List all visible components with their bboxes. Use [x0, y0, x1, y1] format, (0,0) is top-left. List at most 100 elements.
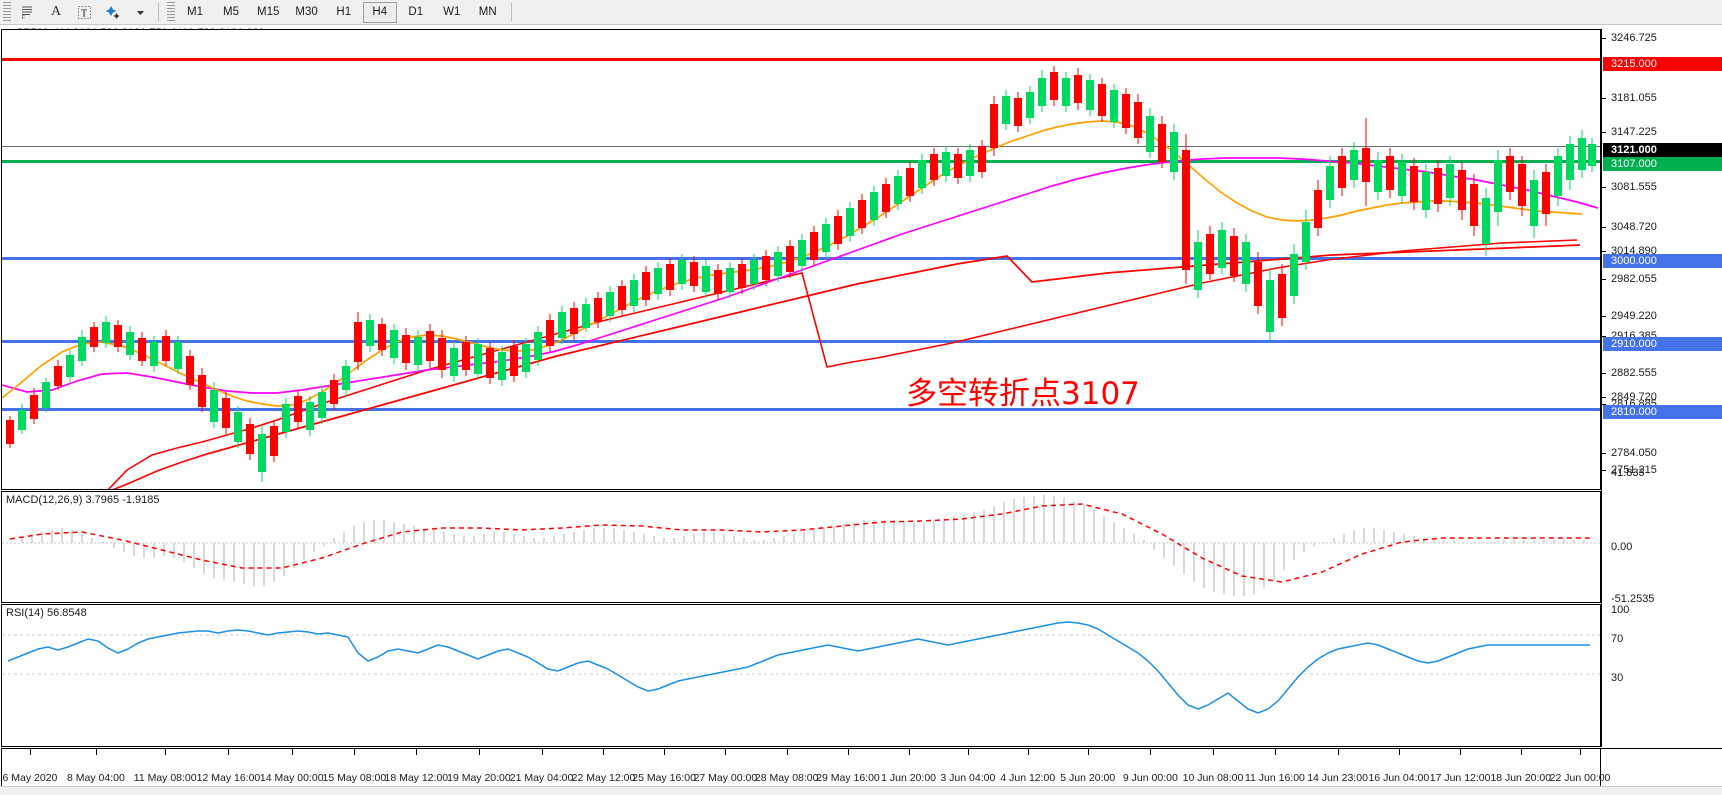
svg-text:T: T — [81, 8, 87, 19]
timeframe-m30[interactable]: M30 — [295, 6, 318, 18]
axis-price-chip-3107: 3107.000 — [1603, 157, 1722, 171]
time-axis-label: 18 Jun 20:00 — [1490, 772, 1552, 784]
time-axis-label: 18 May 12:00 — [384, 772, 449, 784]
axis-tick: 3081.555 — [1602, 181, 1722, 194]
time-axis-tick — [165, 748, 167, 755]
time-axis-label: 19 May 20:00 — [447, 772, 511, 784]
level-line-2910 — [2, 340, 1600, 343]
time-axis-label: 22 Jun 00:00 — [1549, 772, 1611, 784]
time-axis-label: 11 May 08:00 — [133, 772, 197, 784]
time-axis-label: 4 Jun 12:00 — [1000, 772, 1056, 784]
time-axis-tick — [967, 748, 969, 755]
axis-price-chip-2810: 2810.000 — [1603, 405, 1722, 419]
text-label-icon[interactable]: T — [71, 1, 97, 23]
time-axis-tick — [1580, 748, 1582, 755]
time-axis-label: 22 May 12:00 — [571, 772, 636, 784]
time-axis-label: 10 Jun 08:00 — [1182, 772, 1244, 784]
level-line-3215 — [2, 58, 1600, 61]
time-axis-label: 6 May 2020 — [2, 772, 58, 784]
time-axis-tick — [1027, 748, 1029, 755]
axis-price-chip-3121: 3121.000 — [1603, 143, 1722, 157]
time-axis-label: 28 May 08:00 — [754, 772, 819, 784]
time-axis-tick — [1274, 748, 1276, 755]
time-axis-tick — [908, 748, 910, 755]
macd-svg — [2, 495, 1600, 596]
time-axis-tick — [29, 748, 31, 755]
timeframe-m5[interactable]: M5 — [223, 6, 239, 18]
time-axis-label: 3 Jun 04:00 — [940, 772, 996, 784]
timeframe-mn[interactable]: MN — [478, 6, 497, 18]
time-axis-tick — [786, 748, 788, 755]
time-axis-label: 29 May 16:00 — [816, 772, 880, 784]
objects-icon[interactable] — [99, 1, 125, 23]
timeframe-h4[interactable]: H4 — [362, 1, 397, 23]
time-axis-label: 8 May 04:00 — [67, 772, 125, 784]
toolbar-grip-1[interactable] — [3, 2, 11, 22]
rsi-indicator-pane[interactable]: RSI(14) 56.8548 — [1, 604, 1601, 747]
rsi-svg — [2, 621, 1600, 714]
axis-tick: 3048.720 — [1602, 221, 1722, 234]
time-axis-label: 17 Jun 12:00 — [1429, 772, 1491, 784]
macd-axis-zero: 0.00 — [1611, 541, 1633, 553]
toolbar-grip-2[interactable] — [167, 2, 175, 22]
time-axis-tick — [478, 748, 480, 755]
main-toolbar: F A T M1 M5 M15 M30 H1 H4 D1 W1 MN — [0, 0, 1722, 25]
price-candlestick-svg — [2, 66, 1599, 489]
time-axis-label: 27 May 00:00 — [693, 772, 758, 784]
level-line-2810 — [2, 408, 1600, 411]
price-chart-pane[interactable]: 多空转折点3107 — [1, 29, 1601, 490]
level-line-3121 — [2, 146, 1600, 147]
timeframe-w1[interactable]: W1 — [443, 6, 461, 18]
timeframe-d1[interactable]: D1 — [408, 6, 424, 18]
time-axis-label: 12 May 16:00 — [196, 772, 261, 784]
time-axis-label: 9 Jun 00:00 — [1122, 772, 1178, 784]
timeframe-m15[interactable]: M15 — [257, 6, 280, 18]
svg-text:F: F — [22, 15, 25, 20]
time-axis-tick — [847, 748, 849, 755]
timeframe-h1[interactable]: H1 — [336, 6, 352, 18]
time-axis-label: 14 May 00:00 — [259, 772, 324, 784]
time-axis-tick — [1520, 748, 1522, 755]
toolbar-dropdown-arrow-icon[interactable] — [127, 1, 153, 23]
macd-indicator-pane[interactable]: MACD(12,26,9) 3.7965 -1.9185 — [1, 491, 1601, 603]
time-axis-tick — [1460, 748, 1462, 755]
axis-tick: 2949.220 — [1602, 310, 1722, 323]
time-axis-tick — [1087, 748, 1089, 755]
time-axis-tick — [664, 748, 666, 755]
crosshair-icon[interactable]: F — [15, 1, 41, 23]
time-axis-label: 14 Jun 23:00 — [1307, 772, 1368, 784]
macd-axis-min: -51.2535 — [1611, 593, 1655, 605]
time-axis-tick — [1337, 748, 1339, 755]
axis-tick: 3246.725 — [1602, 32, 1722, 45]
chart-annotation-text: 多空转折点3107 — [906, 376, 1140, 412]
time-axis-tick — [354, 748, 356, 755]
axis-price-chip-3000: 3000.000 — [1603, 254, 1722, 268]
time-axis-tick — [1398, 748, 1400, 755]
time-axis[interactable]: 6 May 2020 8 May 04:00 11 May 08:00 12 May … — [1, 748, 1610, 794]
axis-tick: 2751.215 — [1602, 464, 1722, 477]
macd-axis-max: 41.833 — [1611, 467, 1645, 479]
time-axis-label: 16 Jun 04:00 — [1368, 772, 1430, 784]
time-axis-tick — [416, 748, 418, 755]
candlestick-series — [6, 66, 1596, 482]
time-axis-tick — [541, 748, 543, 755]
font-tool-icon[interactable]: A — [50, 4, 62, 19]
time-axis-top-border — [1, 748, 1722, 749]
level-line-3107 — [2, 160, 1600, 163]
axis-price-chip-2910: 2910.000 — [1603, 337, 1722, 351]
time-axis-label: 25 May 16:00 — [632, 772, 696, 784]
time-axis-tick — [95, 748, 97, 755]
time-axis-tick — [1212, 748, 1214, 755]
time-axis-label: 11 Jun 16:00 — [1244, 772, 1305, 784]
time-axis-label: 1 Jun 20:00 — [881, 772, 937, 784]
time-axis-label: 21 May 04:00 — [509, 772, 574, 784]
axis-tick: 2849.720 — [1602, 391, 1722, 404]
time-axis-label: 15 May 08:00 — [322, 772, 387, 784]
status-bar — [0, 786, 1722, 795]
toolbar-divider-2 — [510, 3, 512, 21]
timeframe-m1[interactable]: M1 — [187, 6, 203, 18]
price-axis[interactable]: 3246.725 3181.055 3147.225 3081.555 3048… — [1601, 29, 1722, 747]
time-axis-tick — [603, 748, 605, 755]
rsi-axis-100: 100 — [1611, 604, 1630, 616]
axis-tick: 2982.055 — [1602, 273, 1722, 286]
